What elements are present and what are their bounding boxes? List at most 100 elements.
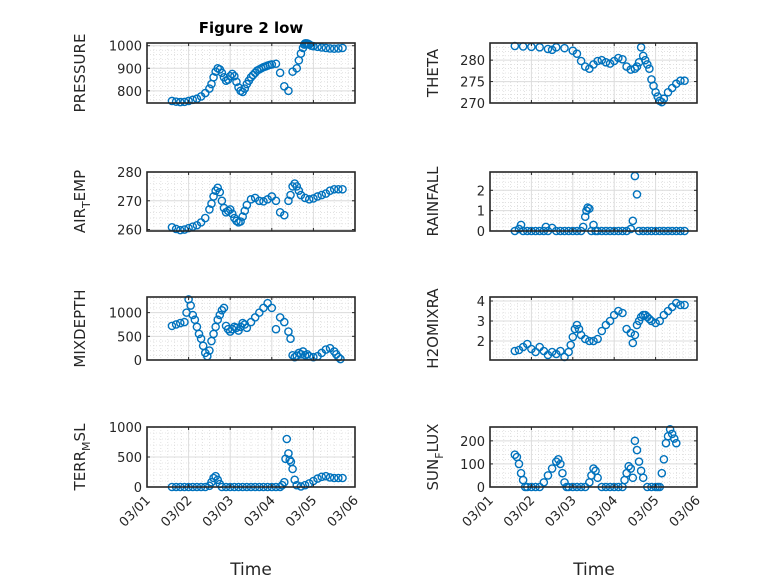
- y-axis-label-main: H2OMIXRA: [424, 288, 442, 369]
- data-point: [292, 480, 302, 490]
- axes-box: [489, 171, 698, 232]
- data-point: [300, 193, 310, 203]
- data-point: [680, 76, 689, 86]
- data-point: [334, 44, 343, 53]
- y-tick-label: 800: [117, 85, 142, 100]
- axes-box: [146, 42, 356, 104]
- data-point: [556, 346, 565, 356]
- y-axis-label: TERRMSL: [71, 423, 93, 492]
- data-point: [215, 310, 225, 320]
- data-point: [338, 43, 347, 53]
- data-point: [321, 345, 331, 354]
- data-point: [543, 44, 553, 54]
- subplot-h2omixra: 2 3 4 H2OMIXRA: [424, 288, 698, 369]
- data-point: [657, 468, 667, 478]
- data-point: [205, 205, 214, 214]
- data-point: [282, 434, 292, 444]
- data-point: [285, 455, 294, 465]
- data-point: [325, 473, 335, 482]
- data-point: [645, 314, 654, 324]
- y-axis-label-main: TERR: [71, 451, 89, 492]
- data-point: [551, 457, 561, 466]
- x-axis-label-left: Time: [229, 560, 272, 580]
- data-point: [275, 313, 285, 322]
- data-point: [630, 64, 640, 74]
- data-point: [651, 318, 660, 328]
- y-tick-label: 100: [460, 458, 485, 473]
- x-tick-label: 03/05: [283, 493, 320, 530]
- data-point: [309, 194, 318, 203]
- data-point: [628, 473, 638, 483]
- data-point: [624, 461, 633, 471]
- data-point: [580, 334, 590, 344]
- data-point: [626, 328, 636, 338]
- data-point: [167, 96, 177, 106]
- y-axis-label-rest: SL: [71, 423, 89, 442]
- data-point: [263, 298, 272, 308]
- data-point: [643, 60, 652, 69]
- y-tick-label: 0: [134, 354, 142, 369]
- data-point: [572, 49, 582, 59]
- data-point: [558, 468, 567, 478]
- data-point: [259, 303, 268, 313]
- y-tick-label: 0: [134, 481, 142, 496]
- data-point: [334, 473, 343, 483]
- data-point: [242, 323, 252, 333]
- data-point: [626, 224, 636, 234]
- y-axis-label-rest: EMP: [71, 170, 89, 201]
- y-axis-label: PRESSURE: [71, 34, 89, 113]
- y-axis-label-rest: LUX: [424, 424, 442, 453]
- data-point: [568, 332, 578, 342]
- data-point: [325, 44, 335, 53]
- data-point: [514, 459, 524, 469]
- y-tick-label: 4: [477, 295, 485, 310]
- data-point: [680, 300, 689, 310]
- data-point: [240, 84, 250, 93]
- x-tick-label: 03/06: [667, 493, 704, 530]
- data-point: [510, 450, 520, 459]
- data-point: [227, 209, 237, 219]
- subplot-theta: 270 275 280 THETA: [424, 41, 698, 112]
- y-tick-label: 1000: [109, 40, 142, 55]
- data-point: [329, 184, 339, 194]
- data-point: [213, 315, 223, 325]
- y-axis-label-main: RAINFALL: [424, 166, 442, 237]
- data-point: [246, 317, 256, 327]
- y-axis-label-main: AIR: [71, 208, 89, 233]
- data-point: [255, 308, 264, 317]
- subplot-mixdepth: 0 500 1000 MIXDEPTH: [71, 289, 356, 369]
- data-point: [632, 445, 642, 455]
- data-point: [547, 464, 557, 473]
- data-point: [329, 473, 339, 483]
- subplot-pressure: 800 900 1000 PRESSURE: [71, 34, 356, 113]
- data-point: [585, 204, 594, 213]
- subplot-sun_flux: 0 100 200 03/01 03/02 03/03 03/04 03/05 03/06 SUN…: [424, 424, 704, 531]
- data-point: [279, 317, 289, 327]
- data-point: [614, 306, 623, 316]
- subplot-terr_msl: 0 500 1000 03/01 03/02 03/03 03/04 03/05 03/06 TE…: [71, 421, 362, 530]
- y-tick-label: 200: [460, 435, 485, 450]
- plot-area: [147, 172, 355, 231]
- data-point: [618, 54, 627, 64]
- data-point: [238, 318, 247, 328]
- data-point: [294, 186, 304, 196]
- data-point: [175, 318, 185, 328]
- data-point: [543, 471, 553, 480]
- data-point: [232, 77, 241, 87]
- y-tick-label: 280: [460, 54, 485, 69]
- data-point: [630, 330, 640, 340]
- axes-box: [489, 42, 698, 104]
- x-tick-label: 03/03: [200, 493, 237, 530]
- data-point: [255, 196, 264, 206]
- y-tick-label: 0: [477, 481, 485, 496]
- data-point: [325, 186, 335, 196]
- data-point: [593, 56, 602, 66]
- data-point: [271, 196, 281, 206]
- data-point: [175, 97, 185, 107]
- data-point: [593, 334, 602, 344]
- y-axis-label-main: THETA: [424, 48, 442, 98]
- data-point: [531, 347, 540, 357]
- data-point: [292, 63, 302, 73]
- y-tick-label: 2: [477, 335, 485, 350]
- data-point: [321, 43, 331, 53]
